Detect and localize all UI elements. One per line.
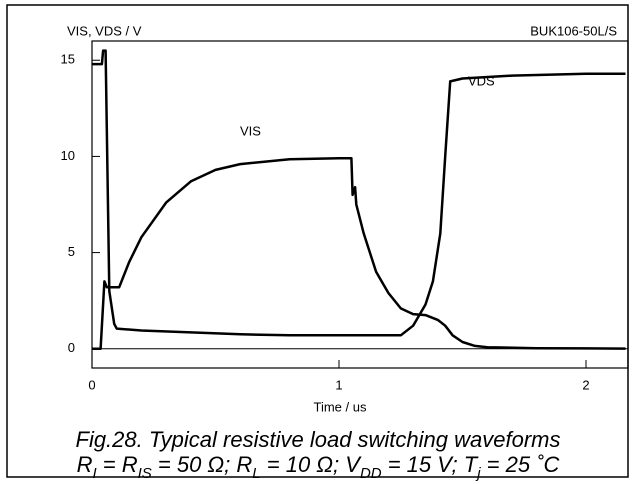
- caption: Fig.28. Typical resistive load switching…: [76, 427, 561, 452]
- caption-part: = R: [97, 452, 138, 477]
- part-number: BUK106-50L/S: [530, 23, 617, 38]
- caption-part: = 25 ˚C: [481, 452, 560, 477]
- y-tick-label: 15: [61, 52, 75, 67]
- caption-part: IS: [138, 465, 152, 482]
- x-tick-label: 0: [88, 377, 95, 392]
- caption-part: j: [475, 465, 481, 482]
- x-axis-label: Time / us: [314, 399, 367, 414]
- caption-part: DD: [360, 465, 382, 482]
- series-line: [92, 49, 626, 337]
- series-line: [92, 157, 626, 351]
- caption-part: R: [77, 452, 93, 477]
- x-tick-label: 1: [335, 377, 342, 392]
- caption-part: = 50 Ω; R: [152, 452, 253, 477]
- x-tick-label: 2: [582, 377, 589, 392]
- caption-part: I: [92, 465, 96, 482]
- y-tick-label: 5: [68, 244, 75, 259]
- caption: RI = RIS = 50 Ω; RL = 10 Ω; VDD = 15 V; …: [77, 452, 560, 483]
- plot-area: [91, 40, 629, 369]
- y-tick-label: 10: [61, 148, 75, 163]
- y-axis-label: VIS, VDS / V: [67, 23, 142, 38]
- y-tick-label: 0: [68, 340, 75, 355]
- annotation: VIS: [240, 123, 261, 138]
- caption-part: = 15 V; T: [382, 452, 479, 477]
- caption-part: = 10 Ω; V: [261, 452, 363, 477]
- caption-part: L: [252, 465, 260, 482]
